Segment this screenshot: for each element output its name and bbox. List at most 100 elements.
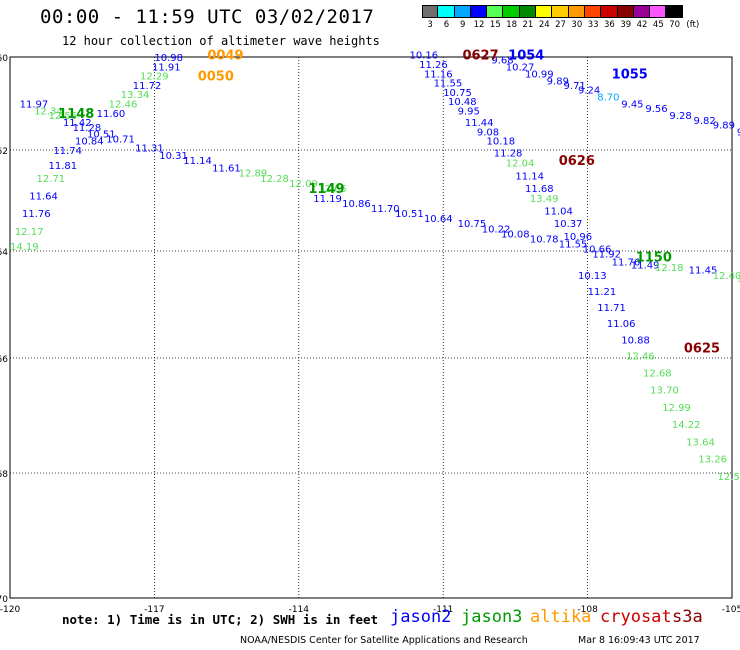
scale-label: 18 — [506, 20, 518, 30]
track-time-label: 0049 — [207, 49, 243, 64]
legend-jason3: jason3 — [461, 607, 523, 627]
swh-value: 9.68 — [491, 55, 513, 66]
swh-value: 11.44 — [465, 118, 494, 129]
scale-unit: (ft) — [686, 20, 700, 30]
swh-value: 13.64 — [686, 437, 715, 448]
swh-value: 10.51 — [87, 130, 116, 141]
lon-label: -105 — [722, 605, 740, 615]
scale-swatch — [584, 5, 602, 18]
swh-value: 10.22 — [482, 224, 511, 235]
swh-value: 10.27 — [506, 62, 535, 73]
swh-value: 11.14 — [515, 171, 544, 182]
scale-label: 27 — [555, 20, 566, 30]
lat-label: -62 — [0, 147, 8, 157]
swh-value: 9.28 — [669, 111, 691, 122]
swh-value: 10.64 — [424, 214, 453, 225]
track-time-label: 1054 — [508, 49, 544, 64]
swh-value: 10.18 — [487, 137, 516, 148]
scale-label: 12 — [473, 20, 485, 30]
swh-value: 11.81 — [49, 161, 78, 172]
scale-label: 36 — [604, 20, 615, 30]
swh-value: 12.09 — [289, 179, 318, 190]
scale-label: 39 — [620, 20, 632, 30]
track-time-label: 0626 — [559, 154, 595, 169]
track-time-label: 1055 — [612, 67, 648, 82]
swh-value: 11.19 — [313, 194, 342, 205]
swh-value: 10.86 — [342, 199, 371, 210]
swh-value: 9.56 — [645, 104, 667, 115]
swh-value: 10.99 — [525, 69, 554, 80]
swh-value: 11.26 — [419, 60, 448, 71]
swh-value: 12.40 — [713, 271, 740, 282]
scale-swatch — [536, 5, 553, 18]
swh-value: 9.95 — [458, 106, 480, 117]
swh-value: 11.16 — [424, 69, 453, 80]
lat-label: -64 — [0, 248, 8, 258]
swh-value: 12.68 — [643, 368, 672, 379]
color-scale: 3 6 9 12 15 18 21 24 27 30 33 36 39 42 45 70 (ft) — [422, 5, 699, 32]
color-scale-labels: 3 6 9 12 15 18 21 24 27 30 33 36 39 42 45 70 (ft) — [422, 18, 699, 32]
swh-value: 10.13 — [578, 271, 607, 282]
swh-value: 11.74 — [53, 146, 82, 157]
scale-label: 15 — [489, 20, 501, 30]
track-time-label: 0050 — [198, 70, 234, 85]
scale-label: 9 — [460, 20, 466, 30]
track-time-label: 1149 — [308, 182, 344, 197]
swh-value: 10.31 — [159, 151, 188, 162]
swh-value: 12.34 — [34, 106, 63, 117]
swh-value: 11.61 — [212, 164, 241, 175]
swh-value: 11.64 — [29, 191, 58, 202]
lon-label: -117 — [144, 605, 164, 615]
scale-swatch — [422, 5, 439, 18]
track-time-label: 1148 — [58, 107, 94, 122]
swh-value: 12.89 — [239, 169, 268, 180]
swh-value: 11.55 — [434, 79, 463, 90]
swh-value: 13.49 — [530, 194, 559, 205]
swh-value: 11.28 — [494, 149, 523, 160]
swh-value: 12.28 — [260, 174, 289, 185]
swh-value: 12.99 — [662, 403, 691, 414]
swh-value: 11.60 — [97, 109, 126, 120]
swh-value: 10.66 — [583, 244, 612, 255]
scale-swatch — [487, 5, 504, 18]
scale-label: 24 — [538, 20, 550, 30]
swh-value: 8.70 — [597, 93, 619, 104]
swh-value: 12.29 — [140, 72, 169, 83]
swh-value: 11.55 — [559, 239, 588, 250]
swh-value: 11.31 — [135, 144, 164, 155]
swh-value: 11.68 — [525, 184, 554, 195]
swh-value: 13.70 — [650, 386, 679, 397]
lon-label: -114 — [289, 605, 310, 615]
swh-value: 10.08 — [501, 229, 530, 240]
swh-value: 12.01 — [737, 274, 740, 285]
swh-value: 11.76 — [612, 258, 641, 269]
scale-label: 42 — [636, 20, 648, 30]
swh-value: 9.24 — [578, 86, 600, 97]
map-frame — [9, 56, 733, 599]
swh-value: 11.45 — [689, 266, 718, 277]
swh-value: 10.88 — [621, 335, 650, 346]
color-scale-swatches — [422, 5, 683, 18]
swh-value: 11.49 — [631, 260, 660, 271]
legend-altika: altika — [530, 607, 592, 627]
scale-label: 30 — [571, 20, 583, 30]
legend-s3a: s3a — [672, 607, 703, 627]
swh-value: 11.91 — [152, 62, 181, 73]
scale-label: 6 — [443, 20, 450, 30]
lat-label: -70 — [0, 595, 8, 605]
swh-value: 13.26 — [698, 455, 727, 466]
swh-value: 12.52 — [718, 472, 740, 483]
swh-value: 13.34 — [121, 90, 150, 101]
swh-value: 10.75 — [443, 88, 472, 99]
swh-value: 11.70 — [371, 204, 400, 215]
scale-label: 3 — [427, 20, 433, 30]
swh-value: 12.71 — [36, 174, 65, 185]
swh-value: 10.84 — [75, 137, 104, 148]
credit-text: NOAA/NESDIS Center for Satellite Applica… — [240, 635, 528, 646]
swh-value: 9.89 — [547, 76, 569, 87]
swh-value: 10.48 — [448, 97, 477, 108]
scale-swatch — [503, 5, 520, 18]
scale-label: 45 — [652, 20, 664, 30]
scale-swatch — [552, 5, 569, 18]
swh-value: 11.06 — [607, 319, 636, 330]
